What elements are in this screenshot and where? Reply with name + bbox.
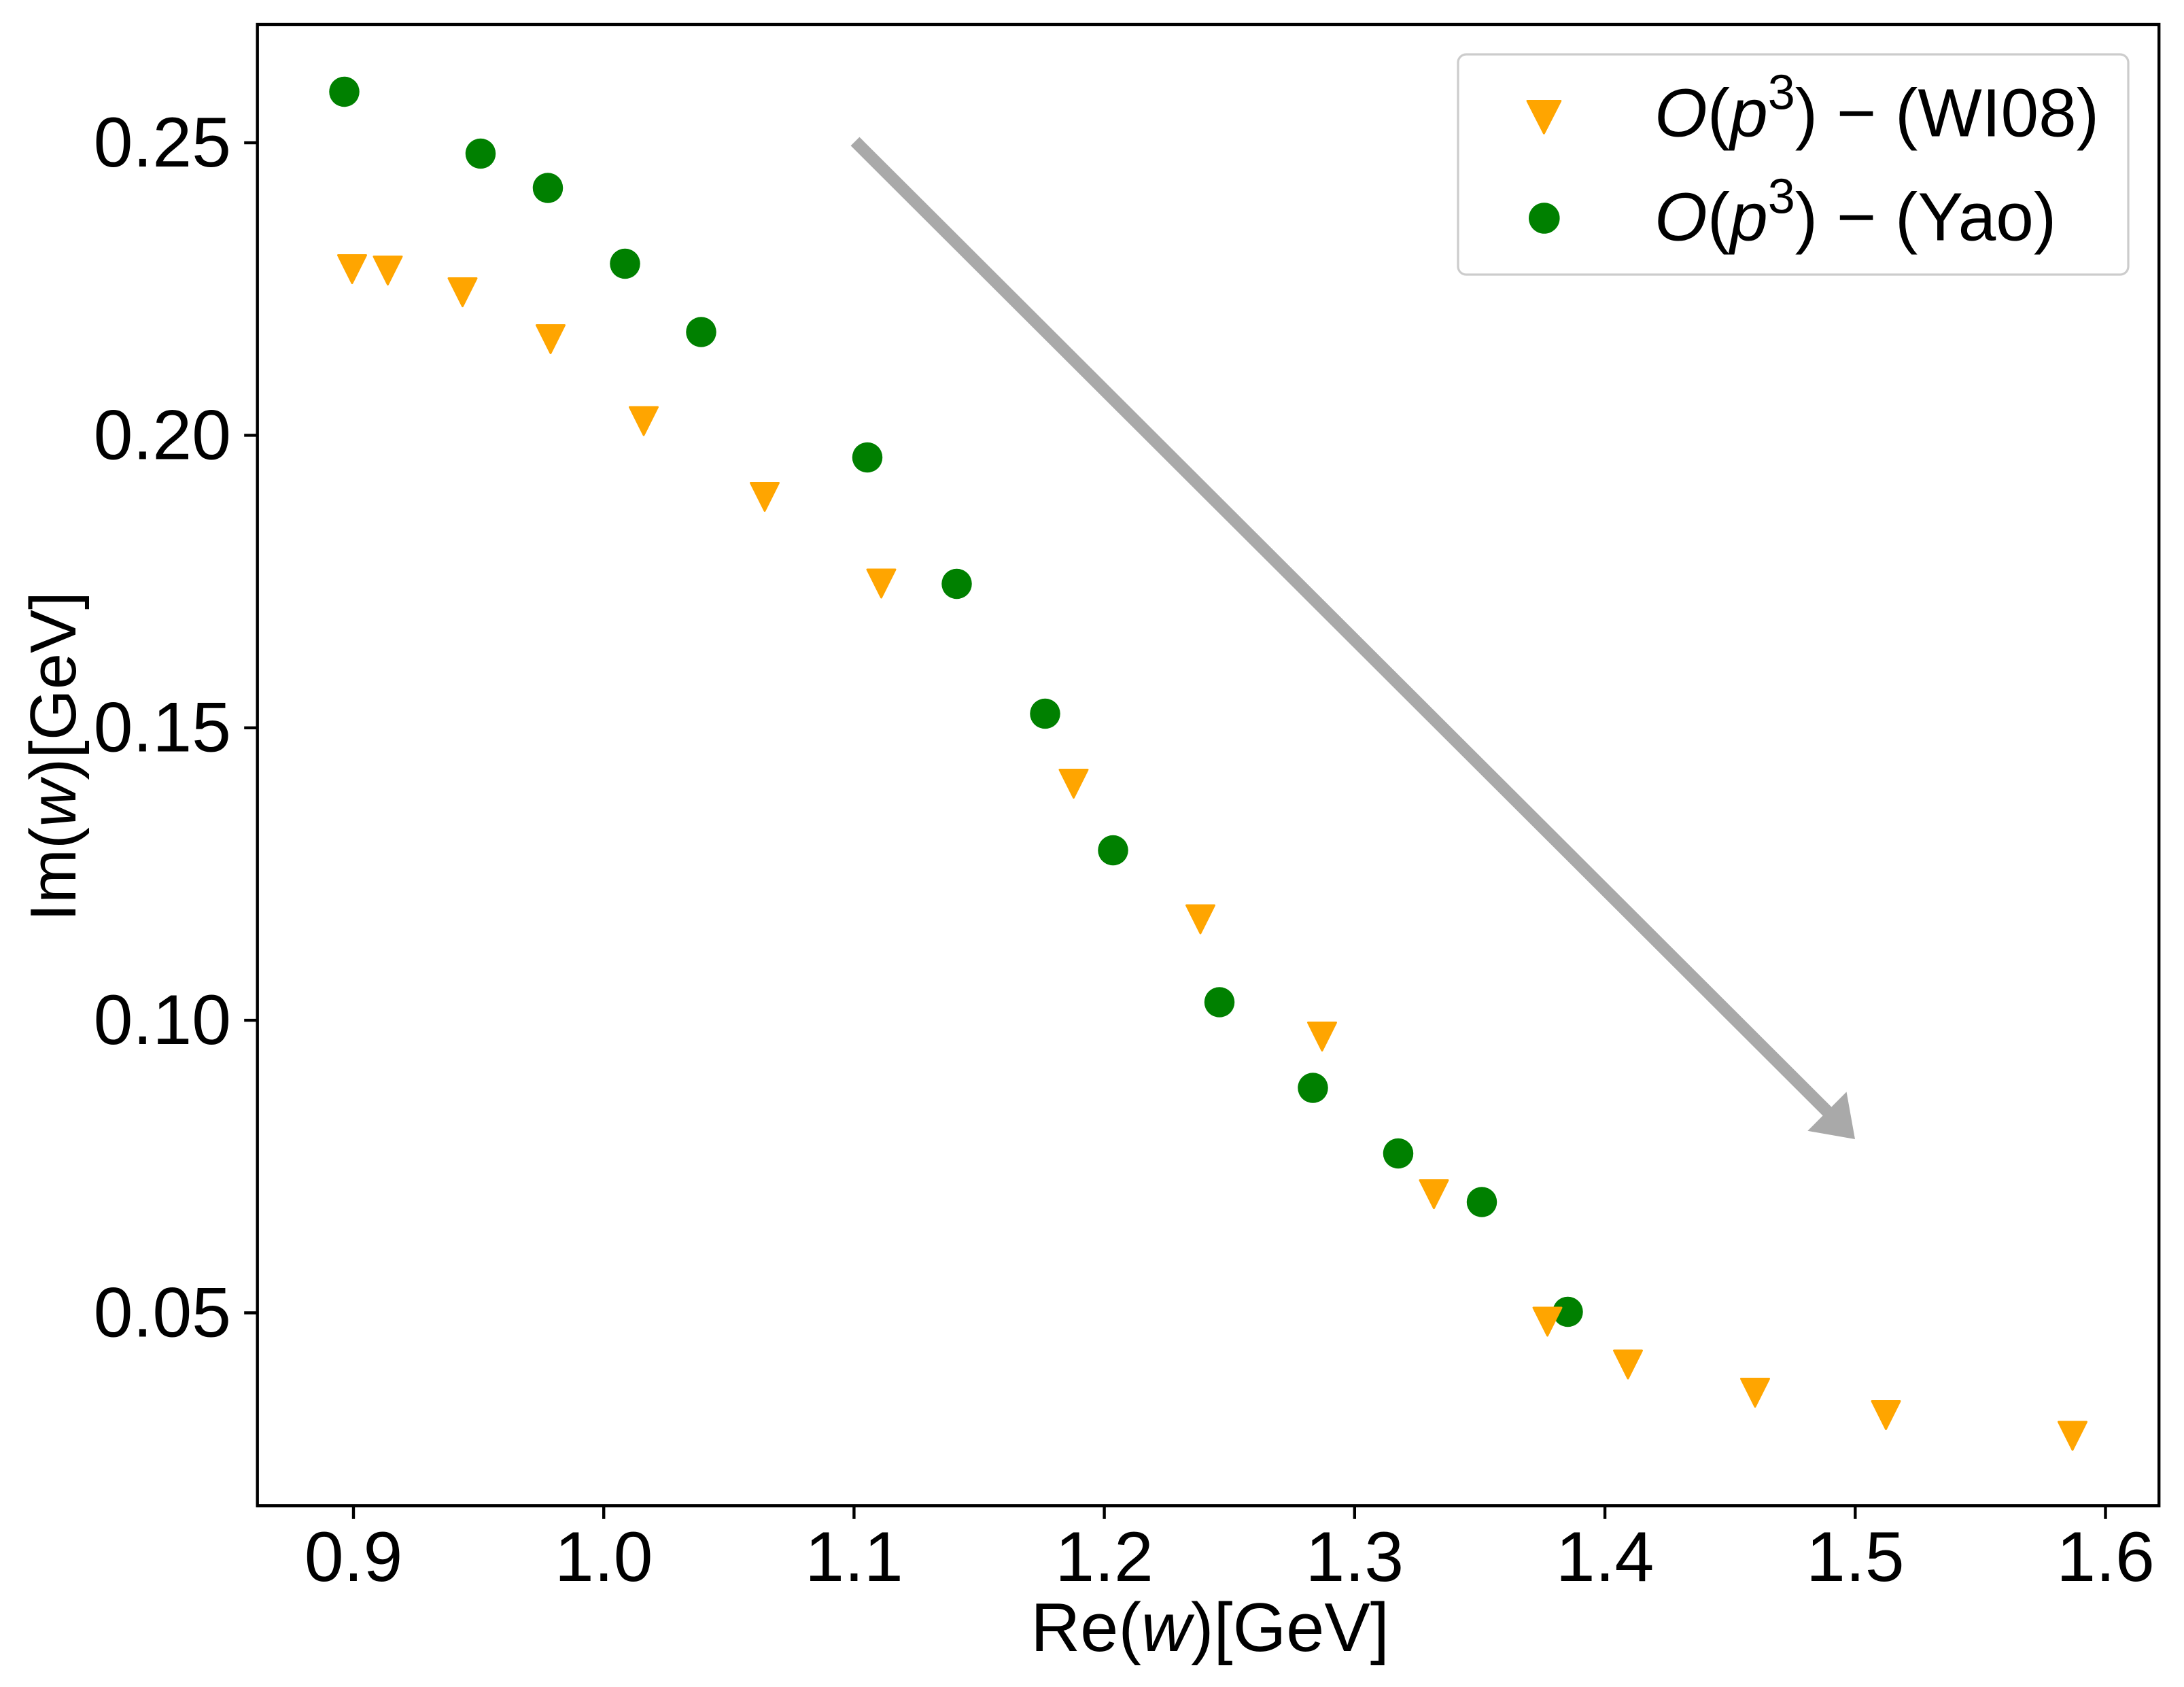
svg-text:0.9: 0.9 [305, 1518, 403, 1597]
svg-text:O(p3) − (Yao): O(p3) − (Yao) [1654, 170, 2056, 256]
svg-text:1.2: 1.2 [1055, 1518, 1154, 1597]
svg-text:1.3: 1.3 [1306, 1518, 1404, 1597]
svg-text:1.1: 1.1 [805, 1518, 903, 1597]
svg-text:1.0: 1.0 [555, 1518, 653, 1597]
svg-text:0.05: 0.05 [94, 1273, 231, 1352]
svg-text:Re(w)[GeV]: Re(w)[GeV] [1030, 1590, 1389, 1666]
svg-text:0.15: 0.15 [94, 689, 231, 767]
svg-text:0.25: 0.25 [94, 103, 231, 182]
svg-text:0.20: 0.20 [94, 396, 231, 474]
svg-text:O(p3) − (WI08): O(p3) − (WI08) [1654, 66, 2099, 152]
svg-text:1.4: 1.4 [1556, 1518, 1654, 1597]
svg-text:Im(w)[GeV]: Im(w)[GeV] [17, 591, 90, 921]
svg-text:0.10: 0.10 [94, 981, 231, 1060]
svg-text:1.5: 1.5 [1806, 1518, 1905, 1597]
svg-text:1.6: 1.6 [2056, 1518, 2155, 1597]
